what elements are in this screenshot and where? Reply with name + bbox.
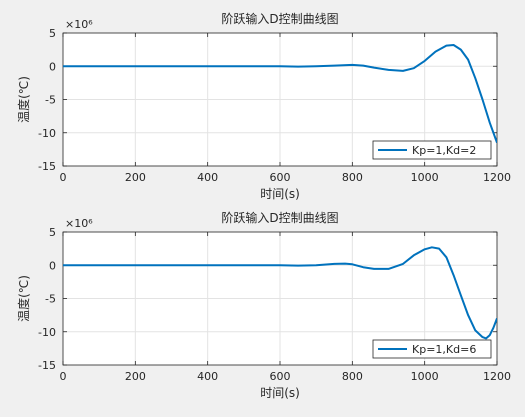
x-tick-label: 400 [197, 171, 218, 184]
legend-label: Kp=1,Kd=6 [412, 343, 476, 356]
legend-label: Kp=1,Kd=2 [412, 144, 476, 157]
y-tick-label: -15 [38, 160, 56, 173]
y-exponent-label: ×10⁶ [65, 18, 93, 31]
x-tick-label: 1200 [483, 171, 511, 184]
x-tick-label: 800 [342, 171, 363, 184]
chart-2: 0 200 400 600 800 1000 1200 5 0 -5 -10 -15 ×10⁶ 阶跃输入D… [16, 210, 511, 400]
x-tick-label: 0 [60, 370, 67, 383]
legend-box [372, 339, 492, 359]
y-exponent-label: ×10⁶ [65, 217, 93, 230]
legend: Kp=1,Kd=2 [372, 140, 492, 160]
x-tick-label: 1200 [483, 370, 511, 383]
y-tick-label: 5 [49, 27, 56, 40]
x-ticks: 0 200 400 600 800 1000 1200 [60, 33, 511, 184]
x-tick-label: 1000 [411, 370, 439, 383]
x-tick-label: 200 [125, 171, 146, 184]
y-tick-label: -10 [38, 326, 56, 339]
chart-title: 阶跃输入D控制曲线图 [221, 210, 338, 225]
x-tick-label: 400 [197, 370, 218, 383]
chart-1: 0 200 400 600 800 1000 1200 5 0 -5 -10 -15 ×10⁶ 阶跃输入D… [16, 11, 511, 201]
x-tick-label: 0 [60, 171, 67, 184]
y-axis-label: 温度(℃) [16, 275, 31, 322]
y-tick-label: -5 [45, 94, 56, 107]
x-axis-label: 时间(s) [260, 187, 300, 201]
x-tick-label: 200 [125, 370, 146, 383]
x-tick-label: 600 [270, 171, 291, 184]
x-tick-label: 600 [270, 370, 291, 383]
series-line [63, 44, 497, 144]
y-ticks: 5 0 -5 -10 -15 [38, 27, 497, 173]
legend-box [372, 140, 492, 160]
x-ticks: 0 200 400 600 800 1000 1200 [60, 232, 511, 383]
y-tick-label: -15 [38, 359, 56, 372]
y-tick-label: 5 [49, 226, 56, 239]
y-tick-label: 0 [49, 259, 56, 272]
series-line [63, 246, 497, 340]
y-tick-label: -5 [45, 293, 56, 306]
legend: Kp=1,Kd=6 [372, 339, 492, 359]
x-tick-label: 800 [342, 370, 363, 383]
chart-title: 阶跃输入D控制曲线图 [221, 11, 338, 26]
y-tick-label: -10 [38, 127, 56, 140]
y-axis-label: 温度(℃) [16, 76, 31, 123]
y-tick-label: 0 [49, 60, 56, 73]
x-axis-label: 时间(s) [260, 386, 300, 400]
x-tick-label: 1000 [411, 171, 439, 184]
